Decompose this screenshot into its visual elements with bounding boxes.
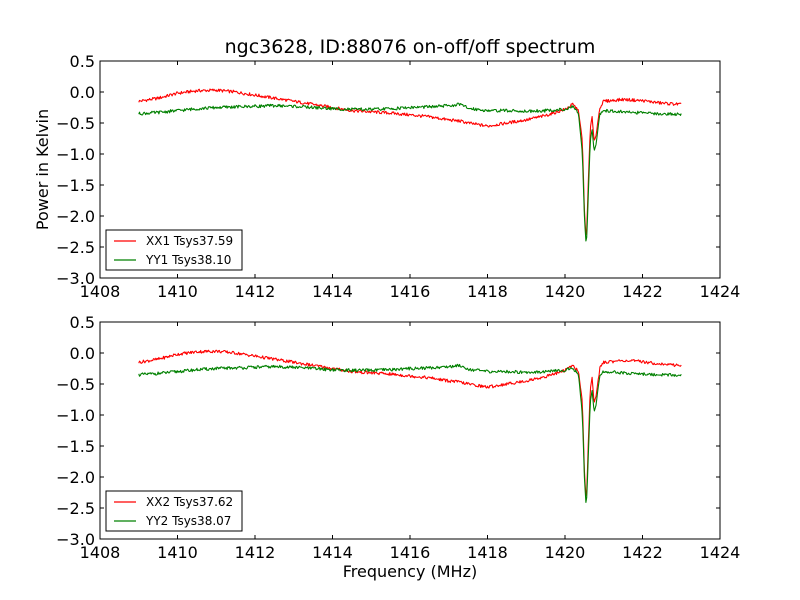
legend-entry: XX1 Tsys37.59 <box>146 234 233 248</box>
y-tick-label: −1.0 <box>56 406 95 425</box>
x-tick-label: 1408 <box>80 543 121 562</box>
series-line-xx <box>138 349 682 497</box>
x-tick-label: 1416 <box>390 282 431 301</box>
x-tick-label: 1420 <box>545 282 586 301</box>
x-tick-label: 1420 <box>545 543 586 562</box>
x-tick-label: 1410 <box>157 543 198 562</box>
bottom-panel: 1408 1410 1412 1414 1416 1418 1420 1422 1424 0.5 0… <box>56 313 740 581</box>
x-tick-label: 1424 <box>700 543 741 562</box>
y-tick-label: 0.5 <box>70 313 95 332</box>
x-tick-label: 1410 <box>157 282 198 301</box>
series-group <box>138 349 682 503</box>
figure-title: ngc3628, ID:88076 on-off/off spectrum <box>225 36 596 58</box>
x-tick-label: 1414 <box>312 543 353 562</box>
y-axis-label: Power in Kelvin <box>33 109 52 230</box>
x-tick-label: 1408 <box>80 282 121 301</box>
y-tick-label: −2.5 <box>56 238 95 257</box>
y-tick-label: −2.0 <box>56 468 95 487</box>
x-axis-label: Frequency (MHz) <box>343 562 477 581</box>
y-tick-label: −1.5 <box>56 176 95 195</box>
y-tick-label: 0.0 <box>70 83 95 102</box>
y-tick-label: −0.5 <box>56 114 95 133</box>
x-tick-label: 1412 <box>235 543 276 562</box>
x-tick-label: 1414 <box>312 282 353 301</box>
series-line-xx <box>138 88 682 236</box>
y-tick-label: 0.5 <box>70 52 95 71</box>
y-tick-label: −3.0 <box>56 269 95 288</box>
legend-box <box>105 490 243 532</box>
series-line-yy <box>138 363 682 503</box>
series-line-yy <box>138 102 682 242</box>
x-tick-label: 1412 <box>235 282 276 301</box>
x-tick-label: 1416 <box>390 543 431 562</box>
top-panel: 1408 1410 1412 1414 1416 1418 1420 1422 1424 0.5 0… <box>33 52 740 301</box>
x-tick-label: 1424 <box>700 282 741 301</box>
legend-entry: XX2 Tsys37.62 <box>146 495 233 509</box>
x-tick-label: 1422 <box>622 282 663 301</box>
y-tick-label: 0.0 <box>70 344 95 363</box>
x-tick-label: 1418 <box>467 282 508 301</box>
series-group <box>138 88 682 242</box>
y-tick-label: −2.0 <box>56 207 95 226</box>
legend-box <box>105 229 243 271</box>
x-tick-label: 1418 <box>467 543 508 562</box>
x-tick-label: 1422 <box>622 543 663 562</box>
legend-entry: YY1 Tsys38.10 <box>145 253 231 267</box>
y-tick-label: −1.5 <box>56 437 95 456</box>
y-tick-label: −3.0 <box>56 530 95 549</box>
y-tick-label: −2.5 <box>56 499 95 518</box>
legend-entry: YY2 Tsys38.07 <box>145 514 231 528</box>
y-tick-label: −0.5 <box>56 375 95 394</box>
y-tick-label: −1.0 <box>56 145 95 164</box>
